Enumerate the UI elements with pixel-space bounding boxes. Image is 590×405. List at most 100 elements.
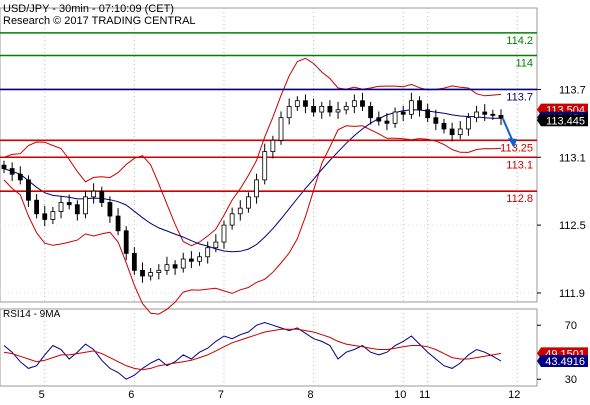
- candle-body: [262, 151, 268, 181]
- candle-body: [156, 269, 162, 274]
- candle-body: [408, 100, 414, 115]
- candle-body: [107, 202, 113, 217]
- rsi-line: [3, 321, 502, 380]
- candle-body: [115, 215, 121, 232]
- candle-body: [123, 230, 129, 254]
- candle-body: [34, 199, 39, 215]
- chart-header-line2: Research © 2017 TRADING CENTRAL: [3, 15, 196, 27]
- candle-body: [229, 213, 235, 226]
- price-panel-frame: [0, 7, 538, 303]
- x-tick-label: 5: [39, 389, 45, 400]
- candle-body: [66, 202, 72, 206]
- candle-body: [466, 117, 471, 130]
- candle-body: [294, 100, 300, 107]
- forecast-arrow-line: [502, 118, 514, 143]
- rsi-ma-line: [3, 328, 502, 371]
- candle-body: [131, 252, 137, 271]
- level-label-113.25: 113.25: [500, 142, 533, 154]
- candle-body: [400, 111, 406, 115]
- candle-body: [254, 179, 259, 198]
- price-tick-label: 111.9: [559, 288, 585, 300]
- candle-body: [392, 111, 398, 124]
- candle-body: [197, 256, 202, 262]
- price-label-bg: [537, 114, 588, 127]
- level-label-113.1: 113.1: [506, 159, 533, 171]
- candle-body: [246, 196, 251, 209]
- level-label-113.7: 113.7: [506, 91, 533, 103]
- rsi-panel-frame: [0, 308, 538, 387]
- price-label-box: 113.445: [537, 114, 588, 127]
- axis-layer: 5 6 7 8 10 11 12113.7113.1112.5111.9113.504113…: [39, 84, 588, 401]
- candle-body: [140, 269, 145, 277]
- candle-body: [425, 109, 431, 119]
- candle-body: [17, 173, 23, 181]
- price-tick-label: 113.1: [559, 152, 586, 164]
- level-label-114.2: 114.2: [506, 35, 533, 47]
- rsi-panel-title: RSI14 - 9MA: [3, 309, 61, 320]
- candle-body: [368, 105, 374, 119]
- level-label-114: 114: [515, 57, 533, 69]
- price-tick-label: 112.5: [559, 220, 586, 232]
- candle-body: [441, 122, 447, 130]
- candle-body: [343, 105, 349, 111]
- candle-body: [205, 247, 211, 258]
- candle-body: [42, 213, 48, 220]
- bollinger-lower-band: [3, 125, 502, 315]
- candle-body: [490, 113, 496, 116]
- candle-body: [221, 224, 227, 243]
- rsi-tick-label: 30: [565, 374, 577, 386]
- level-label-112.8: 112.8: [506, 193, 533, 205]
- candle-body: [180, 258, 186, 269]
- x-tick-label: 6: [128, 389, 134, 400]
- candle-body: [83, 196, 88, 215]
- forecast-arrow-head: [508, 137, 517, 148]
- candle-body: [449, 128, 455, 136]
- rsi-layer: [3, 321, 502, 380]
- candle-body: [99, 190, 105, 203]
- rsi-value-text: 43.4916: [545, 356, 585, 368]
- candle-body: [91, 190, 97, 198]
- candle-body: [303, 100, 308, 107]
- candle-body: [164, 264, 170, 271]
- candle-body: [58, 202, 64, 212]
- candle-body: [351, 100, 357, 107]
- candle-body: [1, 164, 7, 169]
- candle-body: [417, 100, 422, 111]
- level-lines-layer: 114.2 114 113.7 113.25 113.1 112.8: [0, 32, 537, 205]
- candle-body: [457, 128, 463, 136]
- candle-body: [278, 117, 284, 141]
- candle-body: [172, 264, 178, 269]
- candle-body: [213, 241, 219, 249]
- candle-body: [286, 105, 292, 119]
- candle-body: [360, 100, 365, 107]
- x-tick-label: 10: [394, 389, 406, 400]
- candle-body: [26, 179, 31, 201]
- candle-body: [376, 117, 382, 122]
- candle-body: [270, 139, 276, 153]
- candle-body: [188, 258, 194, 262]
- rsi-value-box: 43.4916: [537, 355, 588, 368]
- candle-body: [9, 168, 15, 175]
- candle-body: [74, 204, 80, 215]
- x-tick-label: 7: [218, 389, 224, 400]
- candle-body: [50, 211, 56, 220]
- candle-body: [384, 120, 390, 124]
- candle-body: [474, 111, 479, 119]
- candle-body: [482, 111, 488, 115]
- candlestick-layer: [1, 92, 517, 283]
- x-tick-label: 8: [308, 389, 314, 400]
- bollinger-upper-band: [3, 57, 502, 247]
- candle-body: [148, 272, 154, 277]
- candle-body: [319, 105, 325, 113]
- candle-body: [327, 105, 333, 113]
- price-label-text: 113.445: [546, 115, 585, 127]
- candle-body: [433, 117, 439, 124]
- candle-body: [498, 115, 504, 119]
- price-tick-label: 113.7: [559, 84, 586, 96]
- rsi-value-bg: [537, 355, 588, 368]
- candle-body: [335, 109, 341, 113]
- rsi-tick-label: 70: [565, 320, 577, 332]
- candle-body: [311, 105, 317, 113]
